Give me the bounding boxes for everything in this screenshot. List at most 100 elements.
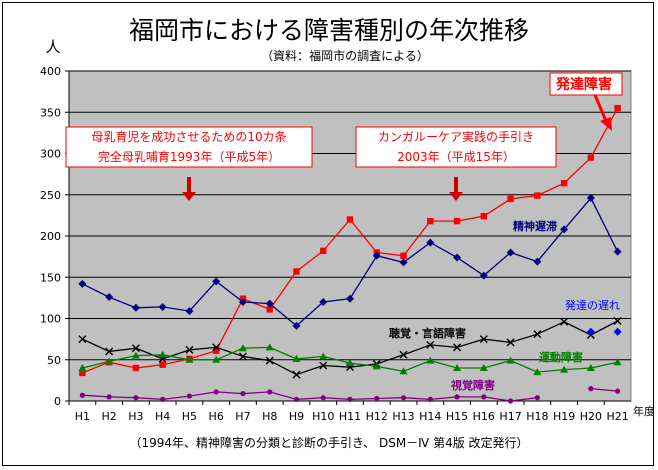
x-tick-label: H19 [553,410,575,423]
data-point [212,347,220,354]
data-point [78,364,87,371]
series-label-box [549,72,623,96]
data-point [238,344,247,352]
data-point [372,362,381,370]
data-point [265,299,274,308]
data-point [453,343,462,352]
data-point [533,368,542,376]
data-point [481,394,487,400]
data-point [265,356,274,365]
data-point [132,364,140,372]
data-point [240,390,246,397]
x-tick-label: H15 [446,410,468,423]
data-point [265,343,274,351]
data-point [131,344,140,353]
data-point [131,351,140,359]
data-point [292,354,301,362]
data-point [399,350,408,359]
series-label: 精神遅滞 [513,219,557,233]
data-point [319,352,328,360]
y-tick-label: 100 [40,313,61,326]
data-point [427,217,434,225]
data-point [78,279,87,288]
x-tick-label: H12 [366,410,388,423]
data-point [159,361,166,368]
data-point [506,248,515,257]
data-point [266,306,273,313]
x-tick-label: H16 [473,410,495,423]
data-point [160,396,166,402]
data-point [186,393,193,399]
y-tick-label: 350 [40,106,61,119]
data-point [613,247,622,256]
data-point [238,298,247,306]
data-point [613,327,622,336]
x-tick-label: H5 [182,410,197,423]
data-point [453,217,461,225]
data-point [480,213,488,220]
data-point [586,364,595,371]
data-point [400,395,407,401]
data-point [133,395,139,401]
data-point [293,268,300,275]
data-point [319,361,328,370]
data-point [213,389,219,395]
data-point [293,396,300,402]
data-point [560,225,569,234]
x-tick-label: H9 [289,410,304,423]
data-point [346,359,354,367]
x-tick-label: H14 [419,410,441,423]
x-tick-label: H6 [209,410,224,423]
data-point [347,396,353,402]
x-axis-label: 年度 [633,404,654,418]
data-point [613,316,622,325]
data-point [292,321,301,330]
data-point [212,343,221,352]
series-label: 視覚障害 [450,378,495,392]
x-tick-label: H20 [580,410,602,423]
data-point [588,386,594,392]
x-tick-label: H7 [235,410,250,423]
data-point [346,216,354,223]
data-point [533,257,542,266]
chart-title: 福岡市における障害種別の年次推移 [129,16,529,45]
data-point [586,194,595,203]
y-tick-label: 150 [40,271,61,284]
data-point [238,352,247,361]
data-point [453,253,462,262]
y-axis-label: 人 [45,38,60,56]
y-tick-label: 50 [47,354,61,367]
data-point [105,293,114,302]
data-point [427,396,433,402]
data-point [105,357,114,365]
line-chart: 福岡市における障害種別の年次推移 （資料：福岡市の調査による） 人 0 50 100 150… [40,16,654,450]
data-point [507,398,514,404]
x-tick-label: H13 [392,410,414,423]
callout-arrow-head [600,117,612,131]
data-point [346,294,354,303]
data-point [212,355,221,363]
annotation-box [65,126,313,168]
x-tick-label: H2 [102,410,117,423]
annotation-text: 母乳育児を成功させるための10カ条 [91,129,286,144]
data-point [613,358,622,366]
x-tick-label: H10 [312,410,334,423]
annotation-arrow-head [449,192,463,201]
data-point [426,340,435,349]
x-tick-label: H3 [128,410,143,423]
data-point [267,389,273,395]
x-tick-label: H11 [339,410,361,423]
data-point [374,395,380,402]
data-point [426,356,435,364]
x-tick-label: H1 [75,410,90,423]
x-tick-label: H18 [526,410,548,423]
data-point [399,367,408,375]
data-point [586,327,595,336]
y-tick-label: 300 [40,148,61,161]
data-point [131,303,140,312]
data-point [320,247,327,255]
y-tick-label: 200 [40,230,61,243]
data-point [399,258,408,267]
x-tick-label: H17 [499,410,521,423]
chart-frame: 福岡市における障害種別の年次推移 （資料：福岡市の調査による） 人 0 50 100 150… [2,2,654,466]
